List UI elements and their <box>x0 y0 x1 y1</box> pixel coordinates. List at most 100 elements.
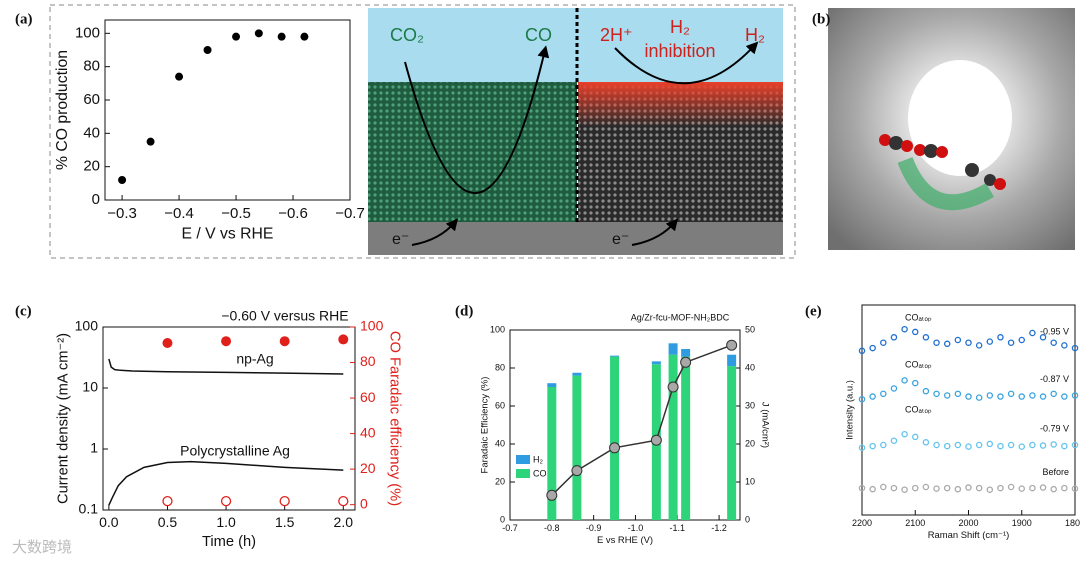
point <box>943 340 951 348</box>
chart-title: −0.60 V versus RHE <box>221 308 348 324</box>
point <box>858 444 866 451</box>
point <box>1018 393 1026 400</box>
y2-tick-label: 100 <box>360 318 384 334</box>
point <box>1071 344 1079 352</box>
point <box>869 344 876 352</box>
point <box>1039 442 1047 449</box>
point <box>869 442 876 450</box>
x-tick-label: -0.9 <box>586 523 602 533</box>
point <box>922 483 930 491</box>
point <box>954 390 962 398</box>
point <box>254 29 263 38</box>
y-tick-label: 100 <box>75 24 100 41</box>
x-tick-label: -0.7 <box>502 523 518 533</box>
molecule <box>879 134 913 152</box>
point <box>986 392 994 399</box>
panel-label: (e) <box>805 303 822 319</box>
point <box>933 485 940 492</box>
point <box>1061 342 1068 349</box>
point <box>1029 392 1036 399</box>
point <box>869 393 876 400</box>
panel-label: (d) <box>455 303 473 319</box>
point <box>277 32 286 41</box>
x-tick-label: −0.7 <box>335 205 365 222</box>
point <box>1061 442 1068 450</box>
y2-tick-label: 20 <box>360 460 376 476</box>
x-tick-label: -1.0 <box>628 523 644 533</box>
x-tick-label: 1.0 <box>216 514 236 530</box>
bar <box>727 366 737 520</box>
bar <box>547 387 557 520</box>
panel-b: (b) <box>812 8 1075 250</box>
point <box>1039 393 1047 400</box>
point <box>890 385 898 392</box>
legend-label: H₂ <box>533 454 543 464</box>
point <box>922 439 930 446</box>
x-axis-label: Time (h) <box>202 534 256 550</box>
y2-axis-label: J (mA/cm²) <box>760 402 771 448</box>
x-tick-label: 1800 <box>1065 518 1080 528</box>
plot-frame <box>104 19 351 201</box>
y-tick-label: 0 <box>500 514 505 524</box>
label: e⁻ <box>392 231 409 248</box>
point <box>901 486 908 493</box>
y-axis-label: % CO production <box>54 50 71 170</box>
point <box>667 381 679 393</box>
electrode <box>368 222 783 255</box>
series-label: np-Ag <box>236 351 273 367</box>
point <box>650 434 662 446</box>
point <box>933 390 940 398</box>
point <box>1071 485 1079 492</box>
arrow <box>897 156 995 211</box>
series-label: Polycrystalline Ag <box>180 443 290 459</box>
y-tick-label: 20 <box>83 158 100 175</box>
point <box>338 334 349 345</box>
point <box>726 339 738 351</box>
legend-swatch <box>516 455 530 464</box>
point <box>1050 485 1057 493</box>
y2-tick-label: 40 <box>745 362 755 372</box>
point <box>880 483 887 491</box>
label: CO₂ <box>390 25 424 45</box>
pore <box>908 60 1012 176</box>
point <box>232 32 241 41</box>
point <box>1018 443 1026 450</box>
bar <box>572 375 582 520</box>
point <box>986 338 994 345</box>
point <box>933 339 940 346</box>
point <box>997 393 1004 400</box>
point <box>279 495 290 507</box>
x-tick-label: 1.5 <box>275 514 295 530</box>
legend-swatch <box>516 469 530 478</box>
bar <box>681 349 691 357</box>
y-tick-label: 40 <box>83 124 100 141</box>
line <box>108 358 344 375</box>
annotation: COₐₜₒₚ <box>905 359 932 369</box>
point <box>1007 390 1015 398</box>
x-tick-label: −0.4 <box>164 205 194 222</box>
y-tick-label: 80 <box>83 58 100 75</box>
point <box>1029 329 1036 337</box>
y-tick-label: 0.1 <box>79 501 99 517</box>
point <box>175 72 184 81</box>
point <box>890 437 898 444</box>
point <box>922 334 930 341</box>
point <box>1018 336 1026 344</box>
bar <box>668 354 678 520</box>
point <box>1061 484 1068 492</box>
chart-title: Ag/Zr-fcu-MOF-NH₂BDC <box>631 312 730 322</box>
x-tick-label: 2.0 <box>334 514 354 530</box>
point <box>1007 339 1015 346</box>
panel-label: (b) <box>812 11 830 27</box>
point <box>912 484 919 492</box>
point <box>162 337 173 348</box>
point <box>965 443 972 450</box>
point <box>912 433 919 441</box>
watermark: 大数跨境 <box>12 538 72 556</box>
plot-frame <box>102 326 356 511</box>
y-tick-label: 60 <box>495 400 505 410</box>
point <box>880 390 887 398</box>
point <box>300 32 309 41</box>
plot-frame <box>861 304 1076 516</box>
x-tick-label: 1900 <box>1012 518 1032 528</box>
